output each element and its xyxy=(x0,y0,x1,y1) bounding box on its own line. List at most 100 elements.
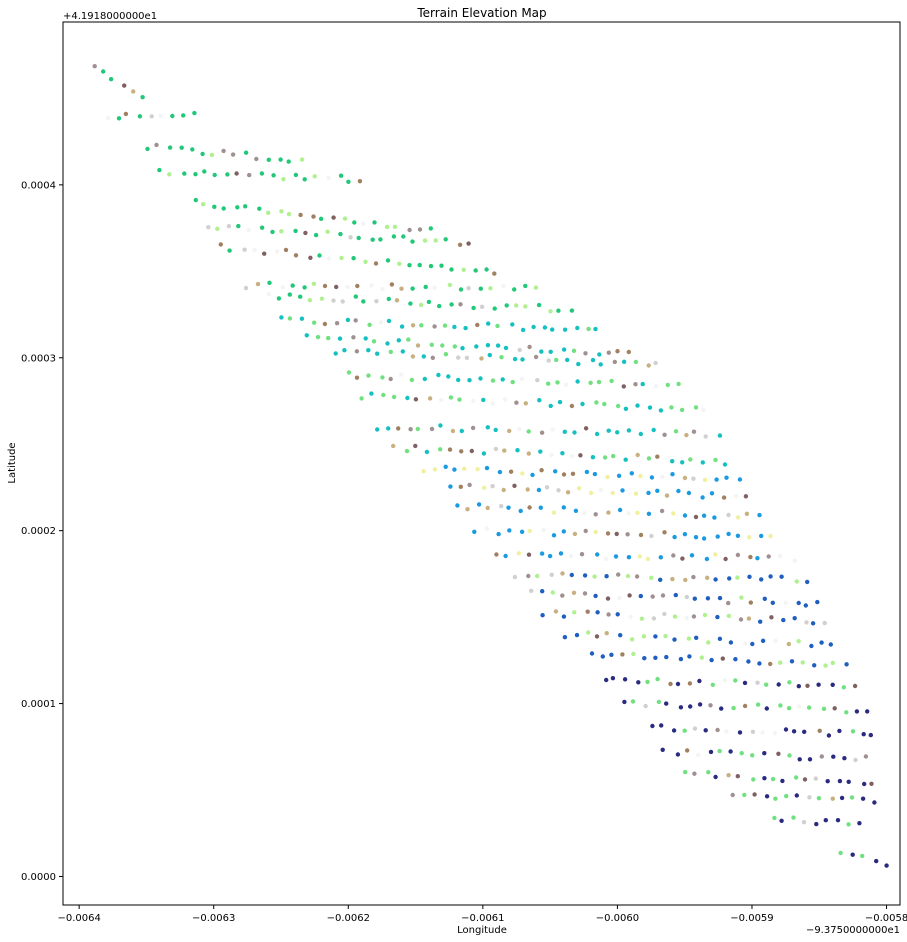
scatter-point xyxy=(475,467,480,472)
scatter-point xyxy=(837,778,843,784)
scatter-point xyxy=(523,304,528,309)
scatter-point xyxy=(484,267,489,272)
scatter-point xyxy=(641,634,647,639)
scatter-point xyxy=(635,452,640,458)
scatter-point xyxy=(234,171,239,176)
scatter-point xyxy=(302,285,307,290)
scatter-point xyxy=(655,454,660,459)
scatter-point xyxy=(399,286,404,291)
scatter-point xyxy=(596,379,602,385)
scatter-point xyxy=(182,171,187,176)
scatter-point xyxy=(593,512,598,517)
scatter-point xyxy=(415,343,421,348)
scatter-point xyxy=(769,615,774,620)
scatter-point xyxy=(447,282,453,288)
scatter-point xyxy=(419,323,424,328)
scatter-point xyxy=(432,324,437,329)
scatter-point xyxy=(863,754,869,759)
scatter-point xyxy=(817,728,822,733)
scatter-point xyxy=(479,304,485,309)
scatter-point xyxy=(617,507,623,513)
scatter-point xyxy=(131,89,136,94)
scatter-point xyxy=(726,512,731,518)
scatter-point xyxy=(807,795,812,800)
scatter-point xyxy=(739,751,744,756)
scatter-point xyxy=(555,380,560,385)
scatter-point xyxy=(757,661,762,666)
scatter-point xyxy=(370,237,375,242)
scatter-point xyxy=(465,507,470,512)
scatter-point xyxy=(807,757,813,762)
scatter-point xyxy=(662,611,667,617)
scatter-point xyxy=(604,677,609,683)
scatter-point xyxy=(770,776,776,782)
scatter-point xyxy=(794,793,799,798)
scatter-point xyxy=(526,552,532,557)
scatter-point xyxy=(626,555,632,560)
scatter-point xyxy=(620,488,625,493)
scatter-point xyxy=(672,637,677,642)
scatter-point xyxy=(283,247,289,253)
scatter-point xyxy=(646,456,652,461)
scatter-point xyxy=(378,320,384,325)
scatter-point xyxy=(405,395,410,401)
scatter-point xyxy=(812,663,817,668)
scatter-point xyxy=(777,553,783,559)
scatter-point xyxy=(810,621,816,626)
scatter-point xyxy=(593,529,598,535)
scatter-point xyxy=(649,533,654,539)
scatter-point xyxy=(719,706,724,711)
scatter-point xyxy=(731,705,736,711)
scatter-point xyxy=(658,555,663,560)
scatter-point xyxy=(565,490,571,495)
scatter-point xyxy=(594,431,600,437)
scatter-point xyxy=(797,757,802,762)
scatter-point xyxy=(533,354,539,360)
scatter-point xyxy=(474,344,479,349)
scatter-point xyxy=(506,505,511,510)
scatter-point xyxy=(424,449,430,455)
scatter-point xyxy=(490,378,496,383)
scatter-point xyxy=(830,660,835,666)
scatter-point xyxy=(389,282,395,287)
scatter-point xyxy=(536,302,542,308)
scatter-point xyxy=(531,324,536,330)
scatter-point xyxy=(325,229,330,234)
scatter-point xyxy=(755,680,760,685)
scatter-point xyxy=(394,298,400,303)
scatter-point xyxy=(501,487,506,493)
scatter-point xyxy=(353,318,358,323)
scatter-point xyxy=(675,752,681,757)
scatter-point xyxy=(823,663,828,668)
scatter-point xyxy=(793,775,799,780)
scatter-point xyxy=(429,426,435,432)
scatter-point xyxy=(287,316,293,321)
scatter-point xyxy=(331,298,336,303)
scatter-point xyxy=(520,471,525,476)
y-axis-label: Latitude xyxy=(7,442,18,483)
scatter-point xyxy=(569,308,575,313)
scatter-point xyxy=(560,593,565,598)
scatter-point xyxy=(687,681,693,686)
scatter-point xyxy=(638,473,643,479)
scatter-point xyxy=(407,227,412,233)
scatter-point xyxy=(553,609,559,614)
scatter-point xyxy=(485,505,490,511)
scatter-point xyxy=(561,472,567,477)
scatter-point xyxy=(590,455,596,460)
scatter-point xyxy=(615,612,620,617)
scatter-point xyxy=(712,515,717,520)
scatter-point xyxy=(656,699,662,705)
scatter-point xyxy=(388,349,393,355)
scatter-point xyxy=(682,532,688,537)
scatter-point xyxy=(158,113,163,119)
scatter-point xyxy=(400,349,405,354)
scatter-point xyxy=(747,535,752,540)
scatter-point xyxy=(510,322,515,327)
scatter-point xyxy=(247,172,252,178)
scatter-point xyxy=(675,681,681,687)
scatter-point xyxy=(655,488,660,493)
scatter-point xyxy=(359,396,364,401)
scatter-point xyxy=(819,754,824,759)
